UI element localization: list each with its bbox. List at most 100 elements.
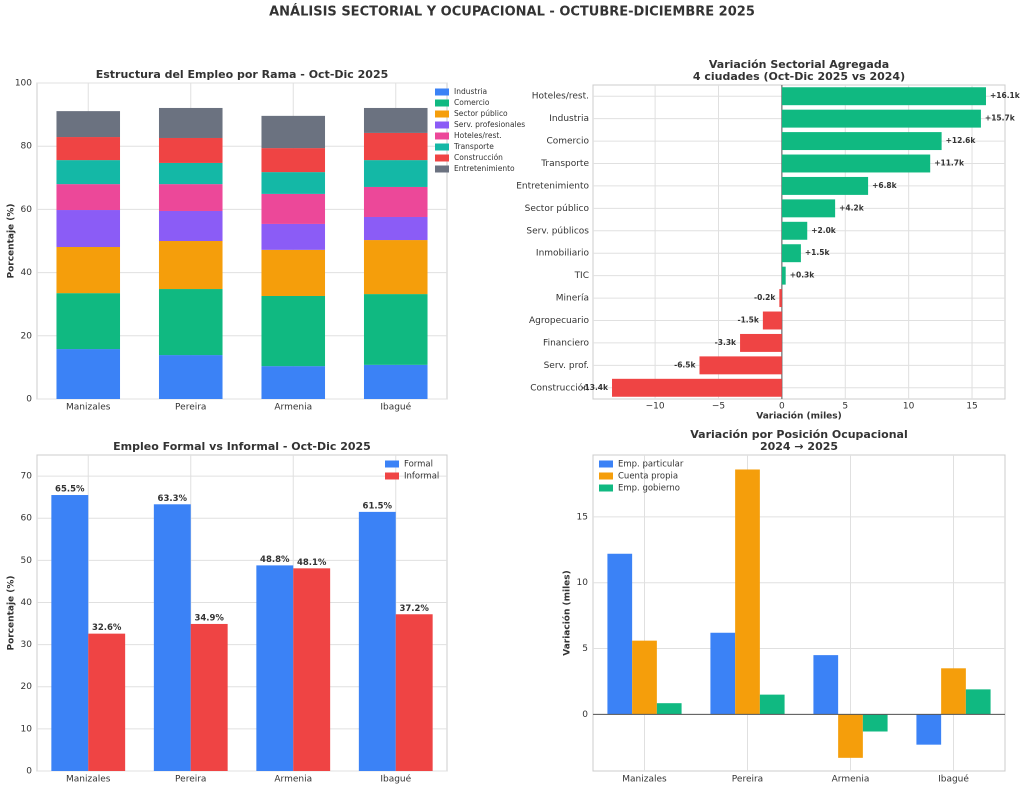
bar-segment: [56, 184, 121, 211]
plot-area: [592, 454, 1006, 772]
y-tick-label: 70: [21, 472, 33, 482]
chart-title: Empleo Formal vs Informal - Oct-Dic 2025: [113, 440, 371, 453]
legend-label: Serv. profesionales: [454, 120, 525, 129]
legend-label: Entretenimiento: [454, 164, 515, 173]
bar: [781, 154, 931, 173]
bar-segment: [56, 137, 121, 161]
value-label: 34.9%: [194, 613, 224, 623]
bar-segment: [158, 107, 223, 138]
bar-segment: [158, 184, 223, 211]
y-tick-label: Serv. públicos: [526, 226, 589, 236]
y-tick-label: 0: [26, 767, 32, 777]
y-tick-label: 20: [21, 682, 33, 692]
bar: [781, 221, 808, 240]
y-tick-label: Sector público: [525, 204, 590, 214]
x-tick-label: Ibagué: [380, 402, 411, 413]
bar-segment: [363, 294, 428, 365]
figure-title: ANÁLISIS SECTORIAL Y OCUPACIONAL - OCTUB…: [269, 4, 755, 20]
y-axis-label: Porcentaje (%): [7, 203, 17, 278]
legend-label: Cuenta propia: [618, 472, 678, 482]
y-tick-label: Minería: [556, 294, 589, 304]
x-tick-label: Pereira: [175, 775, 206, 785]
value-label: +12.6k: [946, 136, 977, 145]
y-tick-label: 5: [582, 644, 588, 654]
bar-segment: [158, 162, 223, 185]
bar: [965, 689, 991, 715]
bar-segment: [158, 241, 223, 290]
chart-title: Estructura del Empleo por Rama - Oct-Dic…: [96, 68, 389, 81]
bar-segment: [261, 115, 326, 149]
x-tick-label: Armenia: [832, 775, 870, 785]
value-label: 61.5%: [363, 501, 393, 511]
bar: [256, 565, 294, 771]
y-tick-label: 20: [21, 331, 33, 341]
bar-segment: [261, 366, 326, 399]
legend-swatch: [385, 472, 399, 480]
x-tick-label: Ibagué: [938, 774, 969, 785]
bar-segment: [363, 160, 428, 187]
legend-swatch: [435, 88, 449, 96]
legend-swatch: [435, 154, 449, 162]
x-tick-label: 0: [779, 402, 785, 412]
bar: [293, 568, 331, 771]
bar: [612, 378, 782, 397]
bar-segment: [363, 240, 428, 295]
bar: [656, 703, 682, 715]
legend-swatch: [385, 460, 399, 468]
x-tick-label: Armenia: [274, 403, 312, 413]
bar-segment: [56, 349, 121, 399]
y-tick-label: 10: [577, 578, 589, 588]
bar-segment: [363, 107, 428, 133]
bar: [51, 495, 89, 771]
bar: [762, 311, 782, 330]
value-label: 65.5%: [55, 485, 85, 495]
value-label: -6.5k: [674, 360, 696, 369]
bar-segment: [56, 210, 121, 248]
legend-swatch: [435, 165, 449, 173]
x-tick-label: Manizales: [66, 775, 111, 785]
bar-segment: [363, 364, 428, 399]
chart-title: 4 ciudades (Oct-Dic 2025 vs 2024): [693, 70, 905, 83]
bar: [781, 132, 942, 151]
y-tick-label: 10: [21, 724, 33, 734]
bar-segment: [363, 216, 428, 241]
y-tick-label: Financiero: [543, 338, 589, 348]
bar: [779, 289, 782, 308]
x-tick-label: Manizales: [66, 403, 111, 413]
value-label: 63.3%: [158, 494, 188, 504]
bar-segment: [261, 148, 326, 173]
y-tick-label: 80: [21, 142, 33, 152]
value-label: 32.6%: [92, 623, 122, 633]
bar: [735, 469, 760, 715]
bar: [781, 244, 801, 263]
bar: [358, 511, 396, 771]
legend-label: Emp. gobierno: [618, 484, 680, 494]
value-label: +6.8k: [872, 181, 898, 190]
legend-swatch: [435, 110, 449, 118]
value-label: +15.7k: [985, 114, 1016, 123]
value-label: +4.2k: [839, 203, 865, 212]
y-tick-label: Transporte: [540, 159, 589, 169]
legend-swatch: [435, 143, 449, 151]
value-label: +11.7k: [934, 159, 965, 168]
value-label: 48.1%: [297, 558, 327, 568]
y-axis-label: Variación (miles): [562, 570, 573, 656]
bar: [759, 694, 785, 715]
y-tick-label: 0: [26, 395, 32, 405]
bar: [781, 199, 836, 218]
bar-segment: [56, 111, 121, 138]
bar: [710, 632, 736, 715]
bar: [781, 109, 981, 128]
y-tick-label: Entretenimiento: [516, 181, 589, 191]
chart-title: 2024 → 2025: [760, 440, 838, 453]
bar: [395, 614, 433, 771]
bar-segment: [56, 247, 121, 294]
bar-segment: [261, 193, 326, 224]
y-tick-label: 100: [15, 79, 32, 89]
value-label: -1.5k: [737, 316, 759, 325]
legend-label: Hoteles/rest.: [454, 131, 502, 140]
bar-segment: [261, 249, 326, 296]
bar: [632, 640, 657, 715]
chart-title: Variación por Posición Ocupacional: [690, 428, 907, 441]
